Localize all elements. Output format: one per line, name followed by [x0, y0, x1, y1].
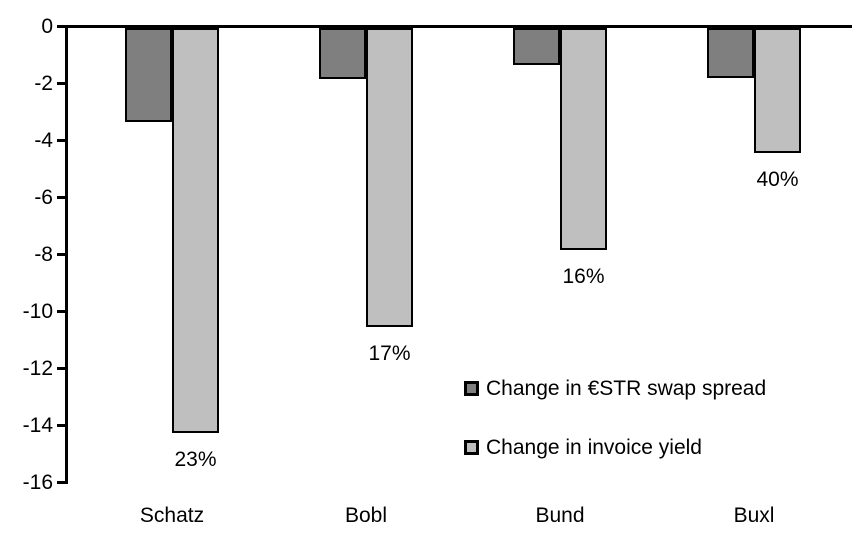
y-tick-label: -4 — [34, 128, 53, 152]
legend-label: Change in €STR swap spread — [486, 377, 767, 400]
zero-axis-line — [65, 25, 852, 28]
x-category-label: Bund — [535, 504, 585, 527]
y-tick-label: -14 — [22, 413, 53, 437]
y-tick-mark — [57, 25, 65, 28]
y-tick-label: -12 — [22, 356, 53, 380]
bar-value-label: 23% — [174, 447, 217, 471]
y-tick-label: 0 — [41, 14, 53, 38]
bar-value-label: 16% — [562, 265, 605, 289]
y-tick-mark — [57, 424, 65, 427]
y-tick-label: -10 — [22, 299, 53, 323]
bar-invoice-yield — [560, 28, 607, 250]
bar-invoice-yield — [754, 28, 801, 153]
bar-swap-spread — [319, 28, 366, 79]
y-tick-label: -6 — [34, 185, 53, 209]
y-tick-mark — [57, 82, 65, 85]
legend-item: Change in €STR swap spread — [464, 378, 766, 399]
bar-swap-spread — [707, 28, 754, 78]
x-category-label: Bobl — [344, 504, 388, 527]
y-tick-mark — [57, 196, 65, 199]
legend-label: Change in invoice yield — [486, 436, 702, 459]
y-tick-label: -8 — [34, 242, 53, 266]
bar-invoice-yield — [366, 28, 413, 327]
legend-swatch-invoice-yield — [464, 440, 479, 455]
x-category-label: Schatz — [139, 504, 205, 527]
legend: Change in €STR swap spread Change in invo… — [464, 378, 766, 496]
y-tick-mark — [57, 367, 65, 370]
bar-value-label: 40% — [756, 168, 799, 192]
bar-value-label: 17% — [368, 342, 411, 366]
bar-swap-spread — [125, 28, 172, 122]
y-tick-label: -2 — [34, 71, 53, 95]
y-tick-mark — [57, 481, 65, 484]
bar-invoice-yield — [172, 28, 219, 433]
legend-swatch-swap-spread — [464, 381, 479, 396]
y-tick-mark — [57, 310, 65, 313]
y-tick-mark — [57, 139, 65, 142]
x-category-label: Buxl — [733, 504, 775, 527]
legend-item: Change in invoice yield — [464, 437, 766, 458]
y-axis-line — [65, 25, 68, 484]
y-tick-mark — [57, 253, 65, 256]
y-tick-label: -16 — [22, 470, 53, 494]
bar-swap-spread — [513, 28, 560, 65]
